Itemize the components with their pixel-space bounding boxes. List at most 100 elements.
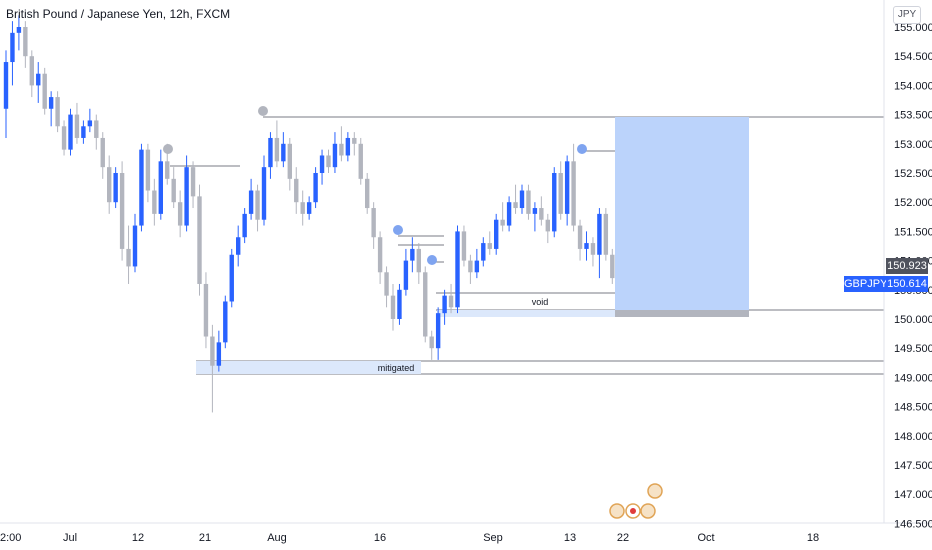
candle[interactable] xyxy=(461,225,467,267)
candle[interactable] xyxy=(177,190,183,238)
candle[interactable] xyxy=(145,143,151,203)
candle[interactable] xyxy=(287,137,292,191)
candle[interactable] xyxy=(358,137,363,185)
candle[interactable] xyxy=(610,248,615,284)
candle[interactable] xyxy=(571,143,576,232)
candle[interactable] xyxy=(132,213,138,273)
pivot-dot-blue[interactable] xyxy=(427,255,437,265)
candle[interactable] xyxy=(313,167,318,209)
pivot-dot-blue[interactable] xyxy=(577,144,587,154)
candle[interactable] xyxy=(300,190,305,226)
candle[interactable] xyxy=(248,178,254,220)
pivot-dot-gray[interactable] xyxy=(163,144,173,154)
candle[interactable] xyxy=(532,202,538,232)
candle[interactable] xyxy=(577,219,583,261)
candle[interactable] xyxy=(81,120,86,144)
candle[interactable] xyxy=(184,155,189,232)
candle[interactable] xyxy=(506,196,512,232)
candle[interactable] xyxy=(242,208,247,244)
candle[interactable] xyxy=(23,21,28,68)
candle[interactable] xyxy=(319,149,325,185)
candle[interactable] xyxy=(274,120,280,168)
candle[interactable] xyxy=(203,272,209,349)
candle[interactable] xyxy=(55,91,60,133)
candle[interactable] xyxy=(474,248,480,279)
candle[interactable] xyxy=(281,132,286,168)
void-zone[interactable] xyxy=(437,310,615,317)
flag-icon-uk[interactable] xyxy=(640,503,656,519)
candle[interactable] xyxy=(113,167,118,209)
candle[interactable] xyxy=(564,155,570,226)
candle[interactable] xyxy=(16,15,22,51)
candle[interactable] xyxy=(410,237,415,273)
candle[interactable] xyxy=(526,184,531,220)
candle[interactable] xyxy=(3,50,9,138)
candle[interactable] xyxy=(339,126,344,162)
candle[interactable] xyxy=(165,143,170,185)
candle[interactable] xyxy=(87,108,93,133)
time-axis[interactable]: 2:00 Jul 12 21 Aug 16 Sep 13 22 Oct 18 xyxy=(0,532,819,544)
flag-icon-uk[interactable] xyxy=(609,503,625,519)
candle[interactable] xyxy=(268,132,273,179)
candle[interactable] xyxy=(171,167,176,209)
candle[interactable] xyxy=(500,202,505,232)
candle[interactable] xyxy=(68,108,73,156)
candle[interactable] xyxy=(487,231,492,255)
candle[interactable] xyxy=(545,213,550,244)
candle[interactable] xyxy=(377,231,383,284)
candle[interactable] xyxy=(423,266,428,343)
candle[interactable] xyxy=(216,330,222,372)
candle[interactable] xyxy=(397,283,402,325)
candle[interactable] xyxy=(429,330,434,360)
candle[interactable] xyxy=(481,237,486,267)
candle[interactable] xyxy=(294,167,299,214)
candle[interactable] xyxy=(332,132,338,173)
candle[interactable] xyxy=(584,231,589,261)
candle[interactable] xyxy=(442,289,447,325)
candle[interactable] xyxy=(552,167,557,238)
candle[interactable] xyxy=(403,248,409,296)
candle[interactable] xyxy=(107,155,112,214)
flag-icon-uk[interactable] xyxy=(647,483,663,499)
candle[interactable] xyxy=(352,132,357,156)
pivot-dot-blue[interactable] xyxy=(393,225,403,235)
candle[interactable] xyxy=(306,196,312,220)
candle[interactable] xyxy=(494,213,499,255)
candle[interactable] xyxy=(468,254,473,284)
candle[interactable] xyxy=(119,161,125,261)
candle[interactable] xyxy=(416,243,421,284)
candle[interactable] xyxy=(390,283,396,331)
candle[interactable] xyxy=(229,248,234,308)
candle[interactable] xyxy=(210,324,215,413)
candle[interactable] xyxy=(435,307,441,360)
mitigated-zone[interactable] xyxy=(196,361,421,374)
candle[interactable] xyxy=(513,184,518,214)
candle[interactable] xyxy=(539,196,544,226)
candle[interactable] xyxy=(152,178,157,226)
candle[interactable] xyxy=(236,225,241,267)
candle[interactable] xyxy=(371,202,376,249)
target-box[interactable] xyxy=(615,117,749,310)
candle[interactable] xyxy=(455,225,460,314)
candle[interactable] xyxy=(61,120,67,156)
candle[interactable] xyxy=(126,225,131,284)
currency-badge[interactable]: JPY xyxy=(893,6,921,24)
candle[interactable] xyxy=(94,114,99,150)
candle[interactable] xyxy=(345,132,351,162)
candle[interactable] xyxy=(255,184,260,232)
candle[interactable] xyxy=(384,266,389,308)
stop-box[interactable] xyxy=(615,310,749,317)
candle[interactable] xyxy=(519,184,525,214)
candle[interactable] xyxy=(590,237,596,267)
candle[interactable] xyxy=(100,132,105,179)
candle[interactable] xyxy=(139,143,144,232)
candle[interactable] xyxy=(261,155,267,226)
candle[interactable] xyxy=(326,149,331,173)
candle[interactable] xyxy=(603,208,609,261)
candle[interactable] xyxy=(197,184,202,296)
candle[interactable] xyxy=(10,21,15,86)
candle[interactable] xyxy=(74,102,80,144)
candle[interactable] xyxy=(48,91,54,127)
candle[interactable] xyxy=(158,149,163,220)
